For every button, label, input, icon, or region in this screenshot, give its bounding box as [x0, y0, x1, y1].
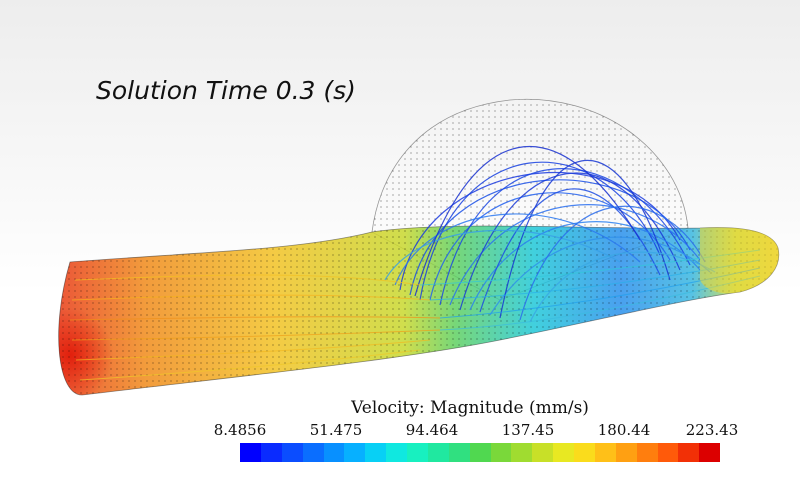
legend-tick: 94.464 — [405, 421, 459, 439]
legend-color-segment — [260, 443, 282, 462]
outlet-tip — [700, 227, 779, 294]
legend-color-segment — [678, 443, 700, 462]
solution-time-title: Solution Time 0.3 (s) — [96, 76, 356, 105]
legend-color-segment — [386, 443, 407, 462]
legend-color-segment — [302, 443, 324, 462]
legend-tick: 137.45 — [501, 421, 555, 439]
legend-title: Velocity: Magnitude (mm/s) — [351, 398, 589, 418]
legend-tick: 51.475 — [309, 421, 363, 439]
dome-streamlines — [384, 145, 716, 323]
legend-tick: 180.44 — [597, 421, 651, 439]
legend-color-segment — [574, 443, 595, 462]
legend-color-bar — [240, 443, 721, 462]
legend-color-segment — [448, 443, 470, 462]
legend-color-segment — [615, 443, 637, 462]
legend-color-segment — [636, 443, 658, 462]
legend-color-segment — [240, 443, 261, 462]
legend-tick: 8.4856 — [213, 421, 267, 439]
legend-color-segment — [490, 443, 512, 462]
legend-color-segment — [365, 443, 387, 462]
legend-color-segment — [699, 443, 721, 462]
legend-color-segment — [323, 443, 345, 462]
legend-color-segment — [407, 443, 428, 462]
legend-color-segment — [281, 443, 303, 462]
legend-color-segment — [344, 443, 366, 462]
vessel-streamlines — [69, 249, 761, 381]
legend-color-segment — [511, 443, 533, 462]
legend-tick: 223.43 — [685, 421, 739, 439]
legend-color-segment — [594, 443, 616, 462]
legend-color-segment — [427, 443, 449, 462]
legend-color-segment — [657, 443, 679, 462]
legend-color-segment — [469, 443, 491, 462]
legend-color-segment — [532, 443, 554, 462]
legend-color-segment — [553, 443, 574, 462]
